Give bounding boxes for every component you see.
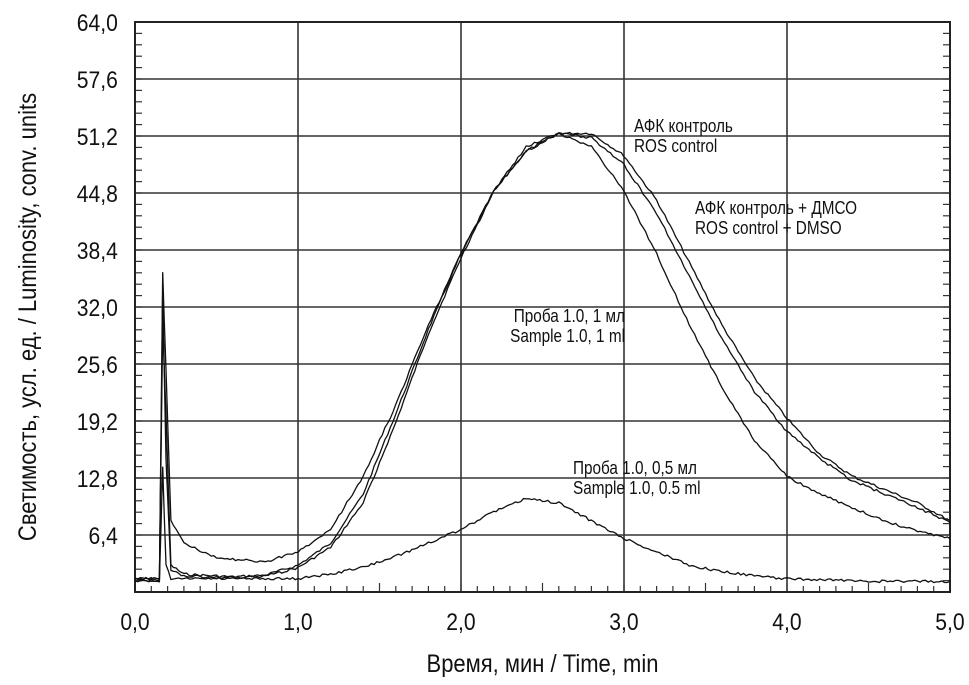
x-tick-label: 3,0 (609, 609, 638, 636)
y-tick-label: 25,6 (77, 352, 118, 379)
y-tick-label: 64,0 (77, 10, 118, 37)
label-line-1: Проба 1.0, 1 мл (513, 306, 625, 326)
y-tick-label: 38,4 (77, 238, 118, 265)
series-line-2 (134, 131, 951, 581)
legend-label-ros-dmso: АФК контроль + ДМСО ROS control + DMSO (695, 198, 857, 238)
y-tick-label: 19,2 (77, 409, 118, 436)
y-tick-label: 6,4 (88, 523, 117, 550)
y-tick-label: 57,6 (77, 67, 118, 94)
series-line-1 (134, 132, 951, 583)
legend-label-sample-05ml: Проба 1.0, 0,5 мл Sample 1.0, 0.5 ml (573, 458, 701, 498)
y-tick-label: 32,0 (77, 295, 118, 322)
y-tick-label: 44,8 (77, 181, 118, 208)
y-tick-label: 51,2 (77, 124, 118, 151)
legend-label-ros-control: АФК контроль ROS control (634, 116, 733, 156)
label-line-2: Sample 1.0, 0.5 ml (573, 478, 701, 498)
label-line-2: ROS control (634, 136, 718, 156)
series-line-3 (134, 466, 951, 584)
plot-frame (134, 21, 951, 593)
label-line-2: ROS control + DMSO (695, 218, 842, 238)
legend-label-sample-1ml: Проба 1.0, 1 мл Sample 1.0, 1 ml (507, 306, 625, 346)
label-line-2: Sample 1.0, 1 ml (510, 326, 625, 346)
x-tick-label: 4,0 (772, 609, 801, 636)
x-tick-label: 2,0 (446, 609, 475, 636)
x-tick-label: 5,0 (935, 609, 964, 636)
x-tick-label: 1,0 (283, 609, 312, 636)
label-line-1: АФК контроль + ДМСО (695, 198, 858, 218)
y-axis-label: Светимость, усл. ед. / Luminosity, conv.… (14, 93, 42, 541)
label-line-1: АФК контроль (634, 116, 733, 136)
x-axis-label: Время, мин / Time, min (427, 650, 659, 678)
label-line-1: Проба 1.0, 0,5 мл (573, 458, 697, 478)
y-tick-label: 12,8 (77, 466, 118, 493)
x-tick-label: 0,0 (120, 609, 149, 636)
